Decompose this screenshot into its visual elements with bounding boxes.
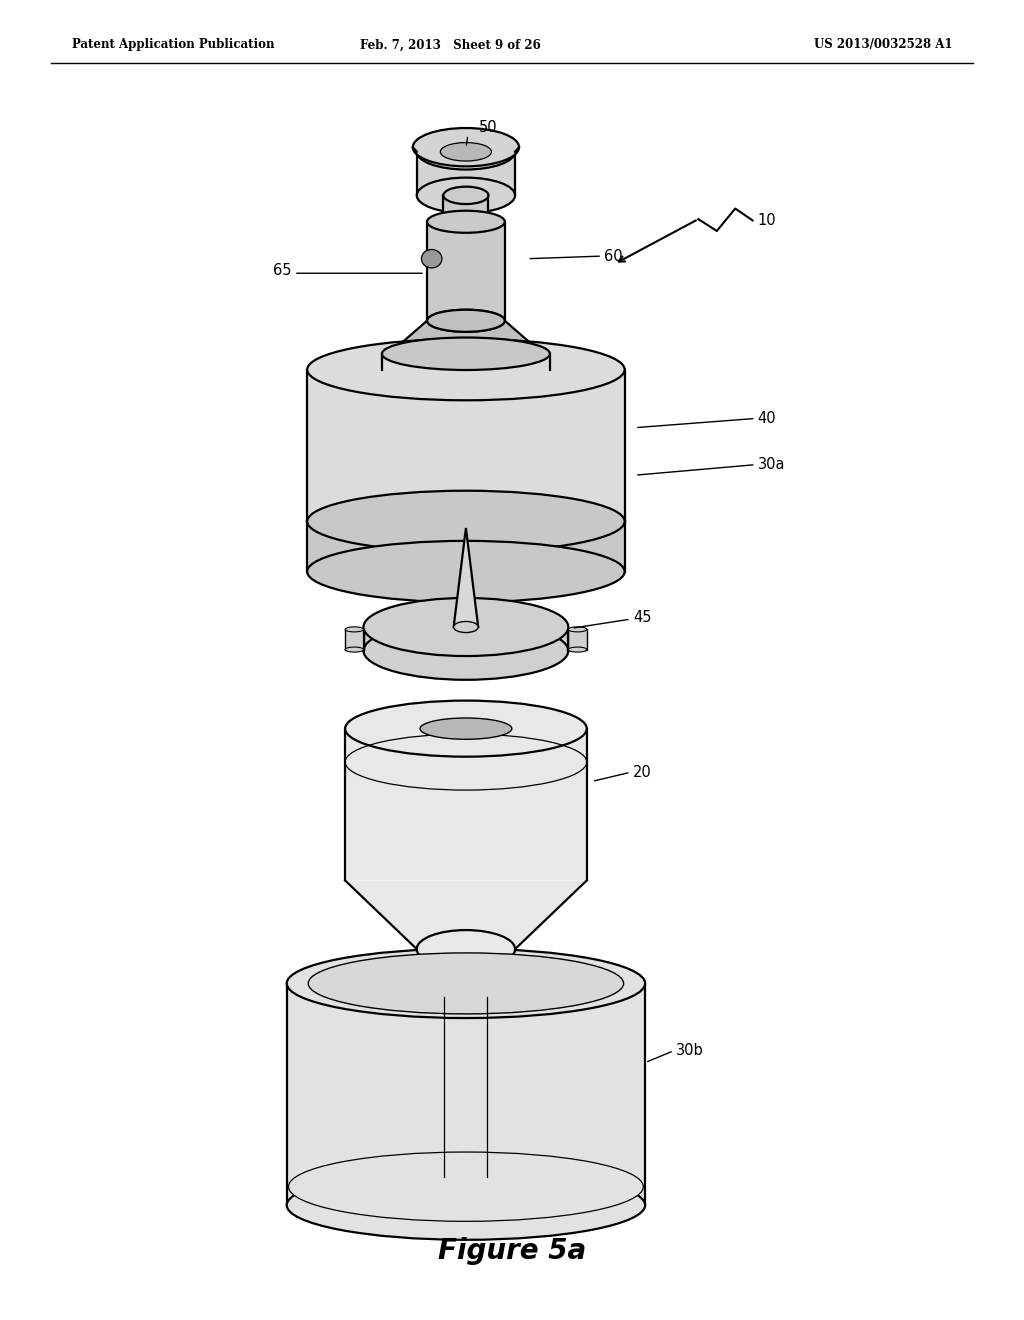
Ellipse shape	[417, 135, 515, 169]
Polygon shape	[417, 152, 515, 195]
Ellipse shape	[382, 338, 550, 370]
Ellipse shape	[417, 931, 515, 968]
Ellipse shape	[364, 622, 568, 680]
Ellipse shape	[345, 627, 364, 632]
Polygon shape	[364, 627, 568, 651]
Text: Figure 5a: Figure 5a	[438, 1237, 586, 1266]
Ellipse shape	[422, 249, 442, 268]
Ellipse shape	[443, 186, 488, 205]
Ellipse shape	[307, 541, 625, 602]
Ellipse shape	[364, 598, 568, 656]
Polygon shape	[287, 983, 645, 1205]
Polygon shape	[345, 729, 587, 880]
Ellipse shape	[568, 627, 587, 632]
Ellipse shape	[568, 647, 587, 652]
Text: 30a: 30a	[758, 457, 785, 473]
Ellipse shape	[307, 339, 625, 400]
Polygon shape	[345, 880, 587, 949]
Ellipse shape	[413, 128, 519, 166]
Ellipse shape	[427, 310, 505, 331]
Ellipse shape	[287, 1171, 645, 1239]
Text: US 2013/0032528 A1: US 2013/0032528 A1	[814, 38, 952, 51]
Text: 20: 20	[633, 764, 651, 780]
Text: 40: 40	[758, 411, 776, 426]
Ellipse shape	[345, 647, 364, 652]
Text: Patent Application Publication: Patent Application Publication	[72, 38, 274, 51]
Ellipse shape	[307, 491, 625, 552]
Ellipse shape	[417, 178, 515, 213]
Text: Feb. 7, 2013   Sheet 9 of 26: Feb. 7, 2013 Sheet 9 of 26	[360, 38, 541, 51]
Polygon shape	[382, 354, 550, 370]
Ellipse shape	[443, 213, 488, 231]
Ellipse shape	[287, 949, 645, 1018]
Ellipse shape	[382, 354, 550, 385]
Text: 50: 50	[479, 120, 498, 135]
Ellipse shape	[427, 211, 505, 232]
Polygon shape	[443, 195, 488, 222]
Polygon shape	[307, 370, 625, 521]
Ellipse shape	[420, 718, 512, 739]
Text: 30b: 30b	[676, 1043, 703, 1059]
Ellipse shape	[454, 622, 478, 632]
Polygon shape	[568, 630, 587, 649]
Text: 45: 45	[633, 610, 651, 626]
Polygon shape	[307, 521, 625, 572]
Ellipse shape	[345, 701, 587, 756]
Ellipse shape	[427, 310, 505, 331]
Text: 65: 65	[273, 263, 292, 279]
Polygon shape	[427, 222, 505, 321]
Ellipse shape	[389, 339, 543, 368]
Text: 60: 60	[604, 248, 623, 264]
Ellipse shape	[440, 143, 492, 161]
Text: 10: 10	[758, 213, 776, 228]
Polygon shape	[345, 630, 364, 649]
Ellipse shape	[289, 1152, 643, 1221]
Ellipse shape	[308, 953, 624, 1014]
Polygon shape	[454, 528, 478, 627]
Polygon shape	[389, 321, 543, 354]
